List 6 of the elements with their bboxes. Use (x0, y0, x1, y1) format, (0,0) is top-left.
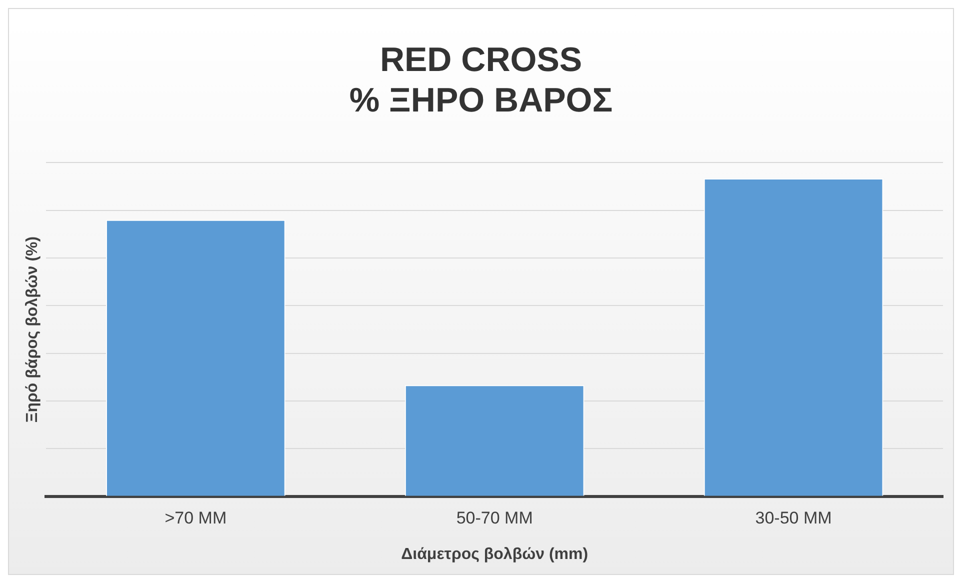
chart-title: RED CROSS % ΞΗΡΟ ΒΑΡΟΣ (349, 40, 613, 120)
y-axis-title: Ξηρό βάρος βολβών (%) (24, 236, 42, 423)
x-tick-label: 30-50 MM (755, 508, 832, 528)
x-tick-label: 50-70 MM (456, 508, 533, 528)
x-tick-label: >70 MM (164, 508, 227, 528)
x-axis-title: Διάμετρος βολβών (mm) (401, 546, 588, 563)
